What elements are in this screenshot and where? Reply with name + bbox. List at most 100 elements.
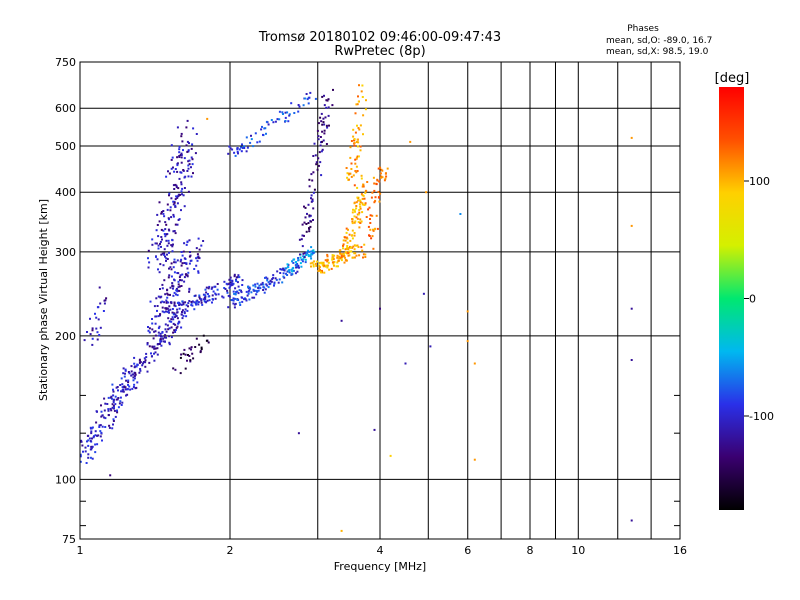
- point-x: [318, 264, 321, 267]
- point-o: [265, 276, 268, 279]
- point-o: [153, 347, 156, 350]
- point-o: [111, 427, 114, 430]
- point-o: [319, 136, 322, 138]
- point-o: [184, 301, 187, 304]
- point-o: [112, 423, 114, 426]
- point-o: [303, 256, 306, 259]
- point-x: [380, 176, 382, 179]
- point-x: [349, 239, 352, 242]
- point-o: [252, 288, 255, 291]
- point-o: [183, 262, 186, 264]
- point-o: [89, 448, 92, 451]
- point-x: [339, 257, 342, 260]
- point-o: [121, 401, 124, 404]
- point-x: [359, 207, 362, 210]
- point-outlier: [340, 319, 343, 322]
- point-x: [365, 99, 367, 102]
- point-o: [90, 447, 93, 449]
- point-o: [156, 353, 159, 356]
- point-x: [357, 246, 360, 248]
- point-o: [94, 451, 97, 454]
- point-x: [356, 124, 358, 127]
- point-x: [332, 258, 335, 261]
- point-o: [277, 281, 280, 284]
- point-o: [198, 294, 201, 297]
- point-o: [101, 414, 104, 417]
- point-o: [188, 255, 191, 258]
- point-outlier: [379, 307, 381, 310]
- point-x: [368, 206, 371, 209]
- point-x: [333, 254, 336, 257]
- point-o: [90, 432, 93, 435]
- point-o: [176, 162, 179, 165]
- point-o: [172, 203, 175, 206]
- point-o: [90, 430, 93, 433]
- point-o: [323, 104, 326, 107]
- point-o: [296, 263, 299, 265]
- point-o: [211, 301, 213, 304]
- point-o: [87, 434, 90, 437]
- point-o: [168, 194, 170, 197]
- point-o: [232, 297, 235, 300]
- point-o: [150, 352, 152, 355]
- point-o: [200, 298, 203, 301]
- point-o: [165, 330, 168, 333]
- point-o: [84, 450, 87, 453]
- point-o: [103, 416, 106, 419]
- point-o: [164, 221, 167, 224]
- point-o: [317, 122, 320, 125]
- point-o: [174, 183, 177, 186]
- point-o: [240, 291, 243, 294]
- point-o: [187, 175, 190, 178]
- point-o: [241, 296, 244, 299]
- point-o: [312, 155, 315, 157]
- point-x: [372, 176, 375, 179]
- point-o: [213, 285, 216, 288]
- point-o: [116, 386, 119, 388]
- point-o: [102, 310, 105, 312]
- point-o: [89, 456, 92, 459]
- point-o: [165, 233, 168, 236]
- point-x: [326, 253, 329, 256]
- point-o: [259, 287, 262, 290]
- point-outlier: [630, 307, 633, 310]
- point-o: [231, 280, 234, 283]
- point-x: [357, 127, 360, 129]
- point-o: [319, 144, 322, 147]
- point-x: [354, 220, 357, 223]
- point-o: [98, 424, 101, 427]
- point-o: [168, 341, 171, 344]
- point-o: [231, 299, 234, 302]
- point-o: [305, 93, 308, 95]
- point-o: [161, 238, 163, 241]
- point-o: [170, 268, 173, 271]
- point-o: [279, 272, 282, 274]
- point-o: [80, 460, 82, 463]
- point-o: [166, 253, 168, 256]
- point-o: [255, 293, 258, 296]
- point-o: [186, 240, 189, 243]
- point-o: [310, 197, 312, 200]
- point-o: [211, 294, 214, 297]
- point-o: [253, 296, 256, 299]
- point-x: [355, 207, 358, 210]
- point-o: [291, 260, 293, 263]
- point-x: [372, 229, 375, 232]
- point-o: [307, 253, 310, 256]
- point-x: [321, 271, 324, 274]
- x-tick-label: 1: [77, 544, 84, 557]
- point-outlier: [630, 359, 633, 361]
- point-o: [195, 133, 198, 135]
- point-o: [286, 270, 289, 273]
- point-o: [321, 140, 323, 143]
- point-o: [112, 420, 115, 422]
- point-x: [363, 204, 366, 206]
- point-o: [167, 301, 170, 304]
- point-o: [170, 262, 173, 265]
- point-o: [311, 179, 314, 182]
- point-o: [307, 102, 310, 105]
- point-o: [187, 302, 190, 305]
- point-x: [345, 167, 348, 169]
- point-x: [339, 252, 342, 255]
- point-o: [117, 389, 119, 392]
